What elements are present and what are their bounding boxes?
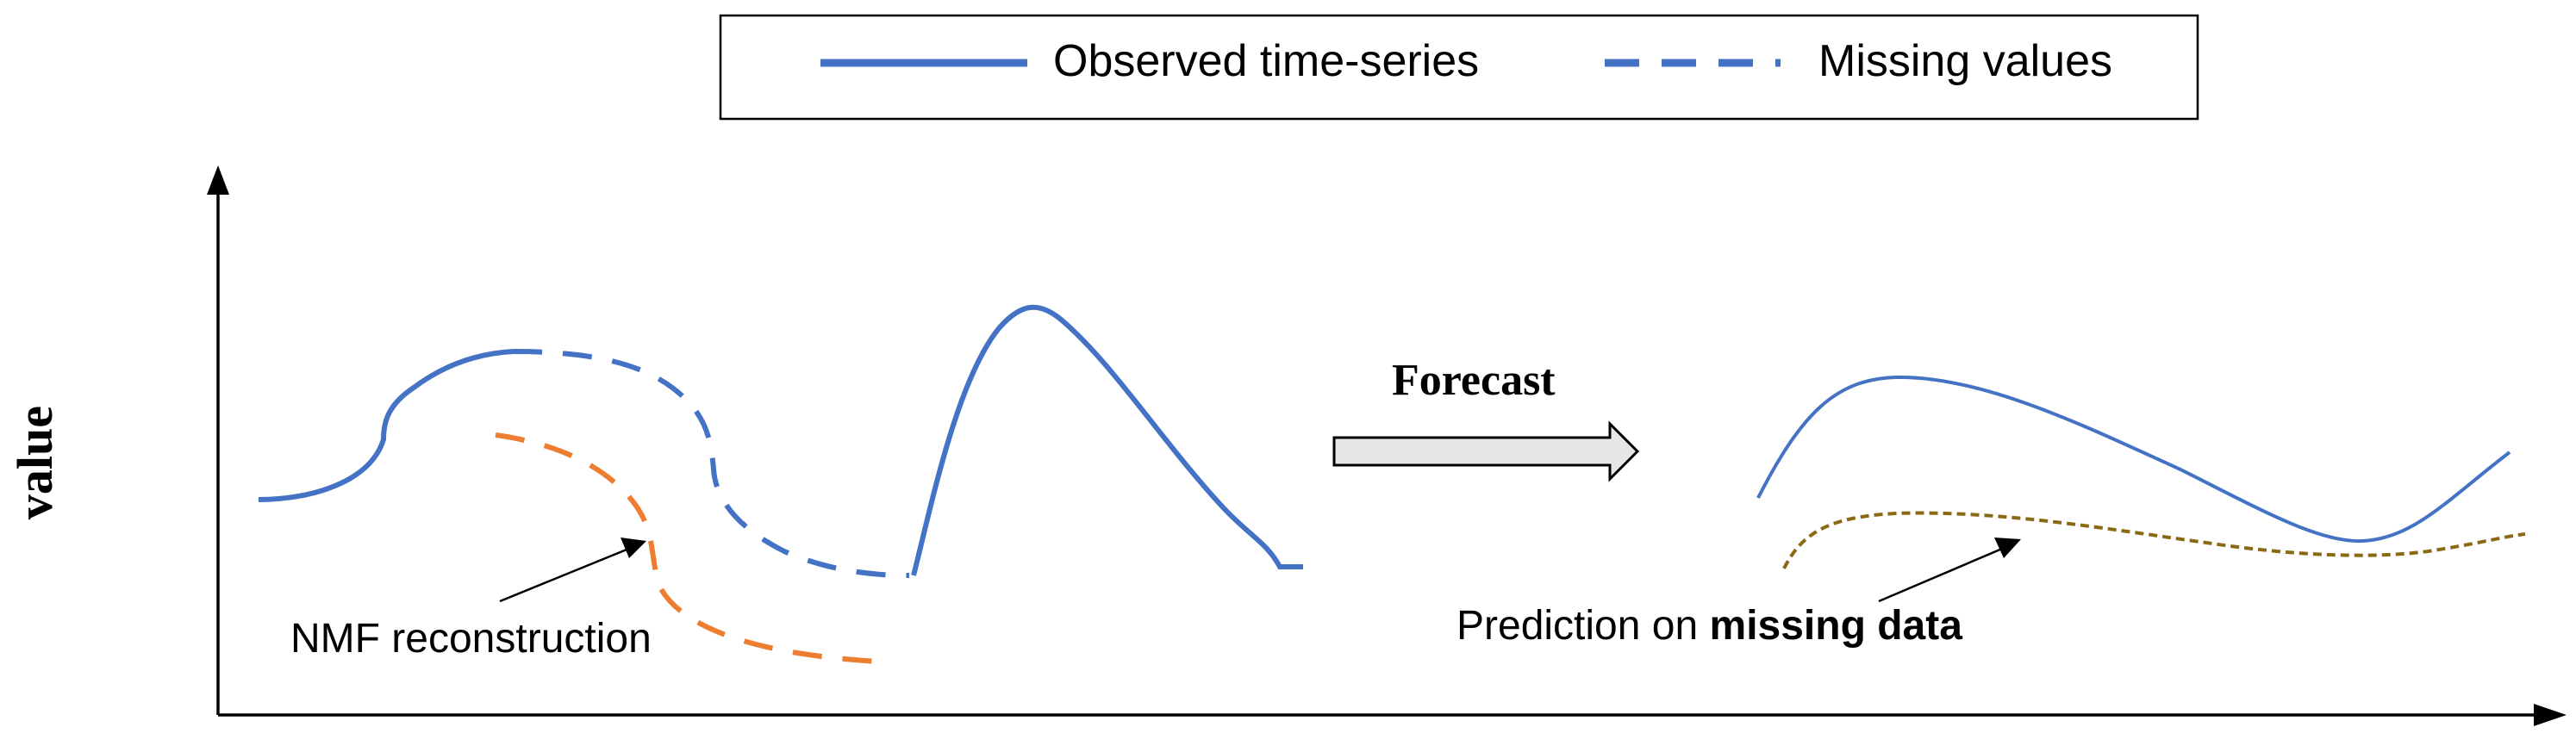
observed-series-2 — [911, 304, 1303, 576]
prediction-label-prefix: Prediction on — [1456, 603, 1710, 649]
forecast-arrow — [1332, 420, 1640, 482]
legend-observed-label: Observed time-series — [1053, 36, 1479, 86]
forecast-arrow-group: Forecast — [1332, 356, 1640, 482]
forecast-label: Forecast — [1392, 356, 1556, 405]
missing-values-series — [512, 349, 910, 578]
y-axis-arrowhead — [207, 165, 229, 195]
prediction-label: Prediction on missing data — [1456, 603, 1962, 649]
legend-missing-label: Missing values — [1818, 36, 2112, 86]
nmf-reconstruction-series — [495, 432, 880, 664]
y-axis-label: value — [7, 406, 63, 519]
legend: Observed time-series Missing values — [719, 14, 2199, 121]
observed-series-1 — [258, 349, 514, 502]
x-axis-arrowhead — [2534, 704, 2567, 726]
nmf-pointer-arrowhead — [621, 538, 646, 558]
prediction-annotation: Prediction on missing data — [1456, 538, 2021, 649]
prediction-series — [1782, 511, 2526, 569]
nmf-label: NMF reconstruction — [290, 616, 652, 662]
forecast-observed-series — [1756, 375, 2511, 544]
nmf-pointer-line — [499, 546, 632, 603]
nmf-annotation: NMF reconstruction — [290, 538, 652, 662]
legend-box — [719, 14, 2199, 121]
prediction-pointer-arrowhead — [1994, 538, 2021, 558]
axes: value — [7, 165, 2567, 726]
prediction-label-bold: missing data — [1710, 603, 1963, 649]
prediction-pointer-line — [1878, 544, 2009, 603]
